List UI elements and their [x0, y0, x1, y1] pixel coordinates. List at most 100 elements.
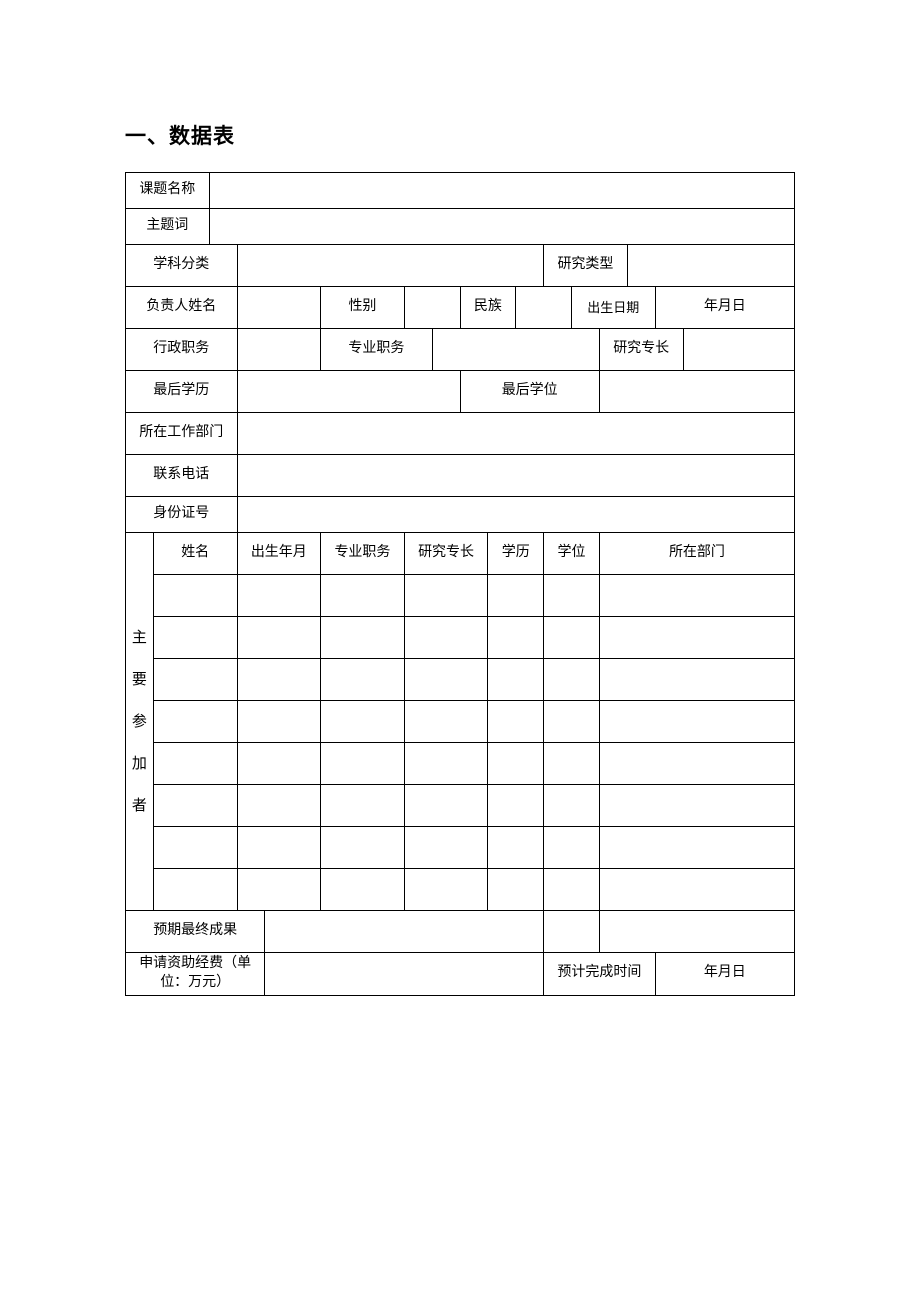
p-degree	[544, 701, 600, 743]
section-heading: 一、数据表	[125, 120, 795, 150]
p-degree	[544, 659, 600, 701]
col-name: 姓名	[153, 533, 237, 575]
p-edu	[488, 575, 544, 617]
p-dept	[599, 785, 794, 827]
value-gender	[404, 287, 460, 329]
p-degree	[544, 617, 600, 659]
p-name	[153, 575, 237, 617]
p-birth	[237, 659, 321, 701]
p-pro-post	[321, 785, 405, 827]
label-research-type: 研究类型	[544, 245, 628, 287]
label-final-edu: 最后学历	[126, 371, 238, 413]
label-pro-post: 专业职务	[321, 329, 433, 371]
row-posts: 行政职务 专业职务 研究专长	[126, 329, 795, 371]
row-expected-result: 预期最终成果	[126, 911, 795, 953]
value-work-dept	[237, 413, 795, 455]
p-dept	[599, 869, 794, 911]
row-participants-header: 主要参加者 姓名 出生年月 专业职务 研究专长 学历 学位 所在部门	[126, 533, 795, 575]
participant-row	[126, 659, 795, 701]
p-name	[153, 785, 237, 827]
value-final-edu	[237, 371, 460, 413]
p-name	[153, 827, 237, 869]
data-table: 课题名称 主题词 学科分类 研究类型 负责人姓名 性别 民族 出生日期 年月日 …	[125, 172, 795, 996]
label-work-dept: 所在工作部门	[126, 413, 238, 455]
value-id-no	[237, 497, 795, 533]
p-edu	[488, 701, 544, 743]
col-birth: 出生年月	[237, 533, 321, 575]
label-keywords: 主题词	[126, 209, 210, 245]
value-final-degree	[599, 371, 794, 413]
row-keywords: 主题词	[126, 209, 795, 245]
p-pro-post	[321, 869, 405, 911]
value-leader-name	[237, 287, 321, 329]
p-birth	[237, 869, 321, 911]
row-phone: 联系电话	[126, 455, 795, 497]
label-expected-time: 预计完成时间	[544, 953, 656, 996]
p-degree	[544, 785, 600, 827]
label-expected-result: 预期最终成果	[126, 911, 265, 953]
p-edu	[488, 869, 544, 911]
p-dept	[599, 617, 794, 659]
participant-row	[126, 701, 795, 743]
p-name	[153, 701, 237, 743]
p-name	[153, 617, 237, 659]
label-leader-name: 负责人姓名	[126, 287, 238, 329]
p-birth	[237, 617, 321, 659]
p-specialty	[404, 827, 488, 869]
value-admin-post	[237, 329, 321, 371]
row-work-dept: 所在工作部门	[126, 413, 795, 455]
p-dept	[599, 575, 794, 617]
p-birth	[237, 575, 321, 617]
p-name	[153, 869, 237, 911]
participant-row	[126, 869, 795, 911]
col-edu: 学历	[488, 533, 544, 575]
p-edu	[488, 617, 544, 659]
participant-row	[126, 743, 795, 785]
label-final-degree: 最后学位	[460, 371, 599, 413]
label-gender: 性别	[321, 287, 405, 329]
participant-row	[126, 785, 795, 827]
value-specialty	[683, 329, 795, 371]
value-ethnicity	[516, 287, 572, 329]
p-specialty	[404, 617, 488, 659]
label-funding: 申请资助经费（单位：万元）	[126, 953, 265, 996]
p-edu	[488, 659, 544, 701]
p-edu	[488, 743, 544, 785]
col-pro-post: 专业职务	[321, 533, 405, 575]
p-edu	[488, 785, 544, 827]
p-dept	[599, 743, 794, 785]
p-pro-post	[321, 701, 405, 743]
p-degree	[544, 869, 600, 911]
value-phone	[237, 455, 795, 497]
label-birth-date: 出生日期	[572, 287, 656, 329]
participant-row	[126, 575, 795, 617]
value-expected-time: 年月日	[655, 953, 794, 996]
row-topic-name: 课题名称	[126, 173, 795, 209]
row-education: 最后学历 最后学位	[126, 371, 795, 413]
label-topic-name: 课题名称	[126, 173, 210, 209]
p-dept	[599, 827, 794, 869]
label-specialty: 研究专长	[599, 329, 683, 371]
row-id-no: 身份证号	[126, 497, 795, 533]
value-funding	[265, 953, 544, 996]
p-specialty	[404, 575, 488, 617]
p-specialty	[404, 785, 488, 827]
value-keywords	[209, 209, 794, 245]
p-degree	[544, 575, 600, 617]
p-edu	[488, 827, 544, 869]
value-expected-result-3	[599, 911, 794, 953]
label-admin-post: 行政职务	[126, 329, 238, 371]
value-pro-post	[432, 329, 599, 371]
row-subject: 学科分类 研究类型	[126, 245, 795, 287]
value-topic-name	[209, 173, 794, 209]
p-pro-post	[321, 827, 405, 869]
p-pro-post	[321, 575, 405, 617]
label-phone: 联系电话	[126, 455, 238, 497]
p-degree	[544, 743, 600, 785]
value-research-type	[627, 245, 794, 287]
row-leader: 负责人姓名 性别 民族 出生日期 年月日	[126, 287, 795, 329]
p-dept	[599, 659, 794, 701]
col-dept: 所在部门	[599, 533, 794, 575]
p-birth	[237, 701, 321, 743]
p-specialty	[404, 659, 488, 701]
